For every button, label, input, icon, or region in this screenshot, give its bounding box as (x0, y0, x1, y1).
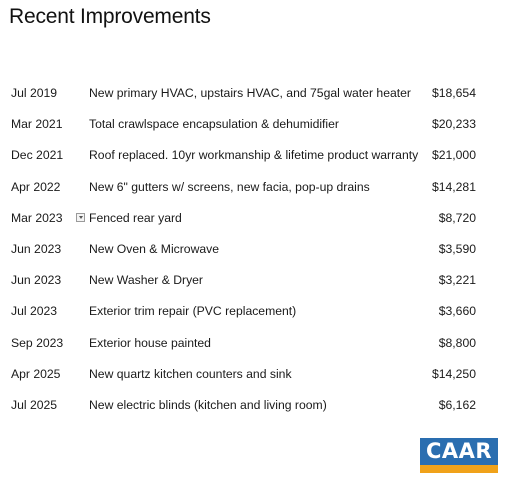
row-date: Jul 2023 (11, 304, 58, 319)
row-description: New Washer & Dryer (89, 273, 203, 288)
row-description: New quartz kitchen counters and sink (89, 366, 292, 381)
row-cost: $6,162 (438, 397, 476, 412)
row-cost: $20,233 (431, 117, 476, 132)
row-cost: $8,720 (438, 210, 476, 225)
row-date: Apr 2025 (11, 366, 61, 381)
table-row: Jun 2023 New Oven & Microwave $3,590 (0, 234, 507, 265)
table-row: Dec 2021 Roof replaced. 10yr workmanship… (0, 140, 507, 171)
table-row: Mar 2023 Fenced rear yard $8,720 (0, 203, 507, 234)
page-title: Recent Improvements (9, 5, 211, 28)
row-description: Total crawlspace encapsulation & dehumid… (89, 117, 339, 132)
table-row: Jun 2023 New Washer & Dryer $3,221 (0, 265, 507, 296)
row-date: Jun 2023 (11, 241, 62, 256)
row-cost: $3,590 (438, 241, 476, 256)
table-row: Sep 2023 Exterior house painted $8,800 (0, 328, 507, 359)
chevron-down-icon[interactable] (76, 212, 85, 222)
row-description: New primary HVAC, upstairs HVAC, and 75g… (89, 86, 411, 100)
table-row: Jul 2019 New primary HVAC, upstairs HVAC… (0, 78, 507, 109)
row-description: New electric blinds (kitchen and living … (89, 397, 327, 412)
row-cost: $3,221 (438, 273, 476, 288)
row-cost: $14,281 (431, 179, 476, 194)
row-cost: $14,250 (431, 366, 476, 381)
logo-text: CAAR (425, 439, 493, 463)
row-cost: $21,000 (431, 148, 476, 163)
row-cost: $8,800 (438, 335, 476, 350)
row-description: Fenced rear yard (89, 210, 182, 225)
table-row: Jul 2023 Exterior trim repair (PVC repla… (0, 296, 507, 327)
row-date: Sep 2023 (11, 335, 64, 350)
row-date: Mar 2023 (11, 210, 63, 225)
row-date: Mar 2021 (11, 117, 63, 132)
row-date: Jul 2019 (11, 86, 58, 100)
logo-stripe (420, 465, 498, 473)
row-cost: $3,660 (438, 304, 476, 319)
row-cost: $18,654 (431, 86, 476, 100)
row-description: Exterior trim repair (PVC replacement) (89, 304, 297, 319)
row-description: Exterior house painted (89, 335, 211, 350)
row-date: Dec 2021 (11, 148, 64, 163)
row-date: Jun 2023 (11, 273, 62, 288)
improvements-table: Jul 2019 New primary HVAC, upstairs HVAC… (0, 78, 507, 421)
table-row: Apr 2025 New quartz kitchen counters and… (0, 359, 507, 390)
row-description: New Oven & Microwave (89, 241, 220, 256)
row-date: Jul 2025 (11, 397, 58, 412)
table-row: Mar 2021 Total crawlspace encapsulation … (0, 109, 507, 140)
row-description: Roof replaced. 10yr workmanship & lifeti… (89, 148, 419, 163)
row-description: New 6" gutters w/ screens, new facia, po… (89, 179, 370, 194)
caar-logo: CAAR (420, 438, 498, 473)
row-date: Apr 2022 (11, 179, 61, 194)
table-row: Jul 2025 New electric blinds (kitchen an… (0, 390, 507, 421)
table-row: Apr 2022 New 6" gutters w/ screens, new … (0, 172, 507, 203)
